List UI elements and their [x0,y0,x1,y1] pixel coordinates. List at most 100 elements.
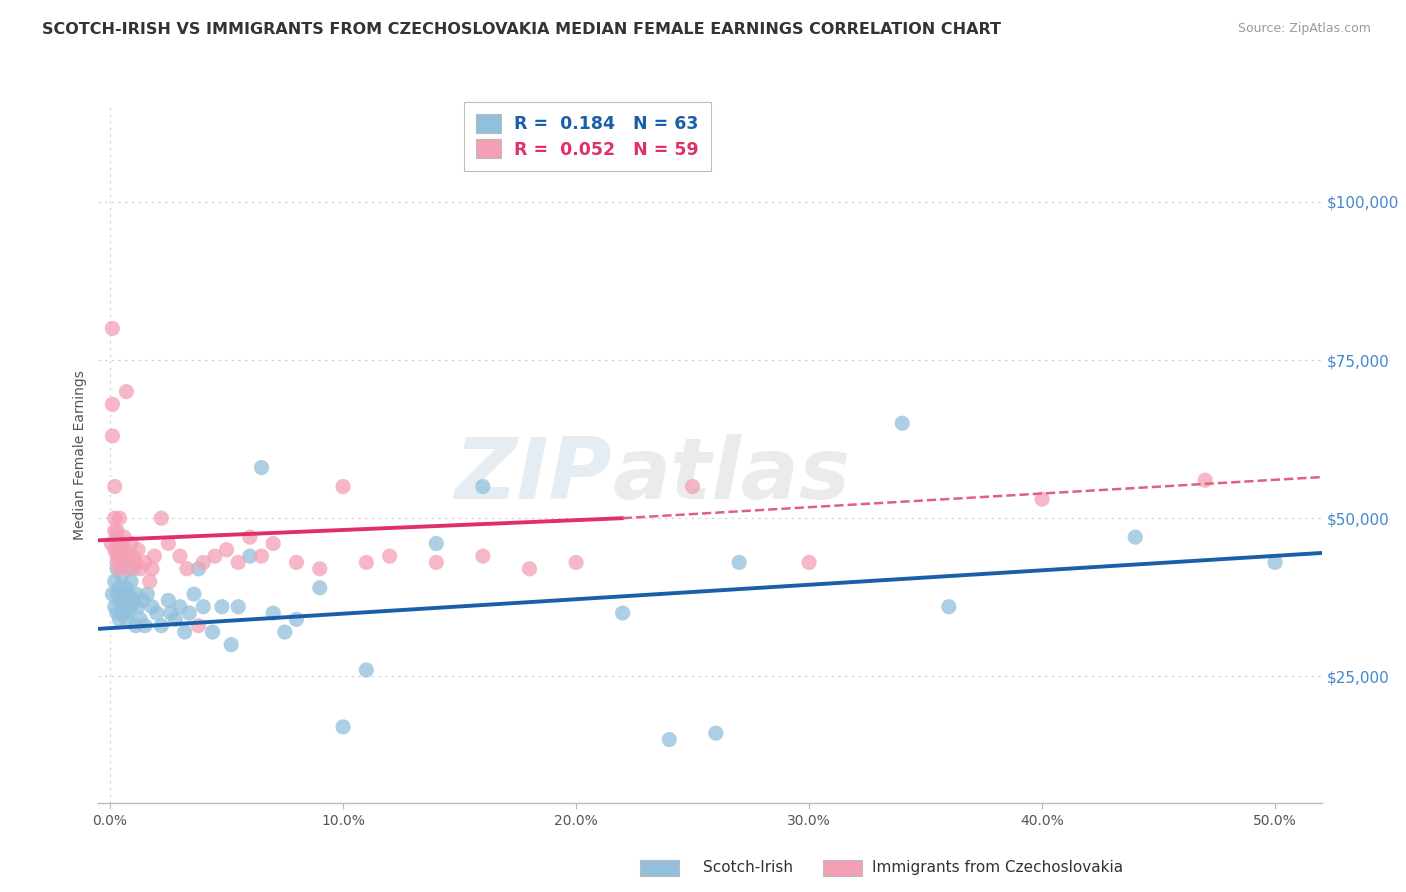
Point [187,562,209,576]
Point [104,542,127,557]
Point [101,321,124,335]
Point [169,549,191,563]
Point [1031,492,1053,507]
Text: SCOTCH-IRISH VS IMMIGRANTS FROM CZECHOSLOVAKIA MEDIAN FEMALE EARNINGS CORRELATIO: SCOTCH-IRISH VS IMMIGRANTS FROM CZECHOSL… [42,22,1001,37]
Point [104,524,127,538]
Point [471,549,494,563]
Point [129,562,152,576]
Point [105,524,128,538]
Point [129,612,152,626]
Point [183,587,205,601]
Point [100,536,122,550]
Point [150,618,173,632]
Point [332,720,354,734]
Point [105,542,128,557]
Point [127,599,149,614]
Point [159,606,181,620]
Point [105,549,128,563]
Point [120,574,142,589]
Point [704,726,727,740]
Point [141,562,163,576]
Point [239,549,262,563]
Point [193,599,215,614]
Point [115,612,138,626]
Point [125,587,148,601]
Point [105,587,128,601]
Point [938,599,960,614]
Point [797,556,820,570]
Point [308,562,330,576]
Point [519,562,541,576]
Point [1194,473,1216,487]
Point [104,511,127,525]
Point [134,556,156,570]
Point [308,581,330,595]
Point [125,556,148,570]
Point [115,384,138,399]
Point [425,536,447,550]
Point [250,460,273,475]
Point [134,618,156,632]
Point [471,479,494,493]
Point [101,397,124,411]
Point [1264,556,1286,570]
Point [658,732,681,747]
Point [682,479,704,493]
Point [108,511,131,525]
Point [176,562,198,576]
Point [173,625,195,640]
Point [211,599,233,614]
Point [112,530,135,544]
Point [891,417,914,431]
Point [120,536,142,550]
Point [105,562,128,576]
Point [274,625,297,640]
Point [118,562,141,576]
Point [219,638,242,652]
Point [111,568,134,582]
Point [136,587,159,601]
Point [179,606,201,620]
Point [157,536,180,550]
Point [115,581,138,595]
Point [122,549,145,563]
Point [105,606,128,620]
Point [118,606,141,620]
Point [108,549,131,563]
Point [145,606,167,620]
Point [332,479,354,493]
Point [127,542,149,557]
Point [105,530,128,544]
Point [108,536,131,550]
Point [111,606,134,620]
Point [112,587,135,601]
Text: atlas: atlas [612,434,851,517]
Point [101,429,124,443]
Point [612,606,634,620]
Text: Immigrants from Czechoslovakia: Immigrants from Czechoslovakia [872,860,1123,874]
Point [108,581,131,595]
Point [131,593,153,607]
Point [101,587,124,601]
Point [250,549,273,563]
Point [356,663,378,677]
Point [193,556,215,570]
Point [157,593,180,607]
Legend: R =  0.184   N = 63, R =  0.052   N = 59: R = 0.184 N = 63, R = 0.052 N = 59 [464,102,711,170]
Point [239,530,262,544]
Point [118,587,141,601]
Point [226,599,249,614]
Point [204,549,226,563]
Point [150,511,173,525]
Point [201,625,224,640]
Point [356,556,378,570]
Point [122,593,145,607]
Point [111,549,134,563]
Text: Source: ZipAtlas.com: Source: ZipAtlas.com [1237,22,1371,36]
Point [728,556,751,570]
Point [108,593,131,607]
Point [122,562,145,576]
Point [104,479,127,493]
Point [112,542,135,557]
Text: ZIP: ZIP [454,434,612,517]
